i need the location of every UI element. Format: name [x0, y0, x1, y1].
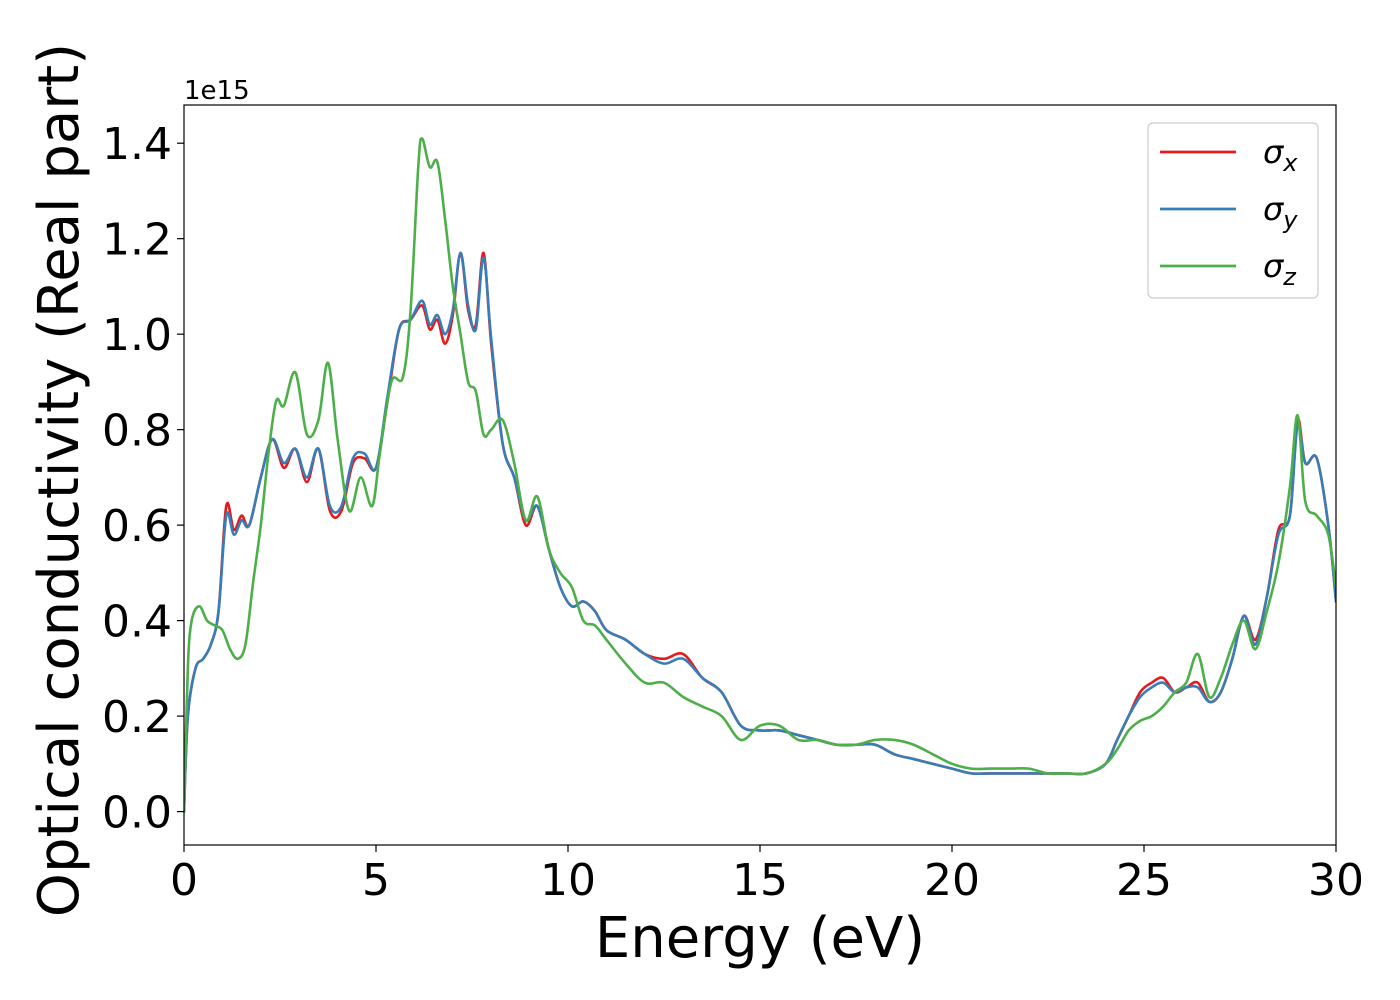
- y-tick-label: 1.2: [102, 215, 172, 266]
- y-tick-label: 0.4: [102, 597, 172, 648]
- legend-item-y: σy: [1160, 190, 1298, 234]
- y-tick-label: 0.0: [102, 788, 172, 839]
- y-tick-label: 0.8: [102, 406, 172, 457]
- x-tick-label: 0: [170, 855, 198, 906]
- y-tick-label: 1.0: [102, 310, 172, 361]
- y-axis: 0.0 0.2 0.4 0.6 0.8 1.0 1.2 1.4: [102, 119, 184, 839]
- x-tick-label: 15: [732, 855, 788, 906]
- y-axis-offset-text: 1e15: [184, 76, 250, 106]
- legend-label-subscript: z: [1282, 263, 1297, 291]
- legend-label-symbol: σ: [1263, 133, 1285, 171]
- x-tick-label: 20: [924, 855, 980, 906]
- series-layer: [184, 137, 1336, 813]
- legend-label-symbol: σ: [1263, 247, 1285, 285]
- legend-label-subscript: x: [1282, 149, 1298, 177]
- legend-label: σx: [1263, 133, 1298, 177]
- legend-item-z: σz: [1160, 247, 1297, 291]
- y-tick-label: 1.4: [102, 119, 172, 170]
- x-tick-label: 10: [540, 855, 596, 906]
- x-axis-title: Energy (eV): [595, 906, 925, 971]
- legend-label-symbol: σ: [1263, 190, 1285, 228]
- legend-item-x: σx: [1160, 133, 1298, 177]
- y-tick-label: 0.2: [102, 692, 172, 743]
- x-tick-label: 5: [362, 855, 390, 906]
- y-axis-title: Optical conductivity (Real part): [27, 43, 92, 917]
- x-tick-label: 25: [1116, 855, 1172, 906]
- x-axis: 0 5 10 15 20 25 30: [170, 845, 1364, 906]
- legend-label: σy: [1263, 190, 1298, 234]
- x-tick-label: 30: [1308, 855, 1364, 906]
- legend-box: [1147, 122, 1319, 299]
- series-line-z: [184, 137, 1336, 813]
- legend-label-subscript: y: [1282, 206, 1298, 234]
- legend-label: σz: [1263, 247, 1297, 291]
- y-tick-label: 0.6: [102, 501, 172, 552]
